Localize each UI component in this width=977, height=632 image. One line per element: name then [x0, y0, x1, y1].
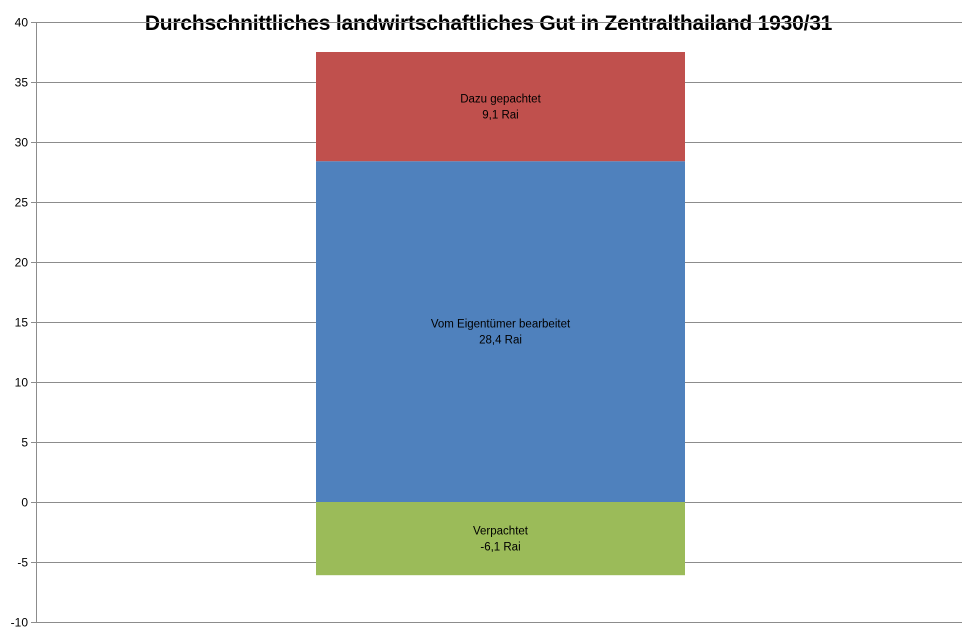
- data-label: 9,1 Rai: [482, 110, 518, 122]
- y-tick-label: 30: [15, 136, 29, 150]
- data-label: Vom Eigentümer bearbeitet: [431, 319, 571, 331]
- data-label: 28,4 Rai: [479, 335, 522, 347]
- y-tick-label: 15: [15, 316, 29, 330]
- y-tick-label: 35: [15, 76, 29, 90]
- data-label: Dazu gepachtet: [460, 94, 541, 106]
- y-tick-label: 0: [21, 496, 28, 510]
- bar-segment: [316, 502, 685, 576]
- y-tick-label: 10: [15, 376, 29, 390]
- bar-segment: [316, 161, 685, 502]
- bar-segment: [316, 52, 685, 162]
- y-tick-label: -10: [11, 616, 29, 630]
- data-label: -6,1 Rai: [480, 542, 520, 554]
- y-tick-label: 25: [15, 196, 29, 210]
- chart-title: Durchschnittliches landwirtschaftliches …: [144, 12, 833, 35]
- y-tick-label: -5: [17, 556, 28, 570]
- y-tick-label: 40: [15, 16, 29, 30]
- y-tick-label: 5: [21, 436, 28, 450]
- y-tick-label: 20: [15, 256, 29, 270]
- data-label: Verpachtet: [473, 526, 529, 538]
